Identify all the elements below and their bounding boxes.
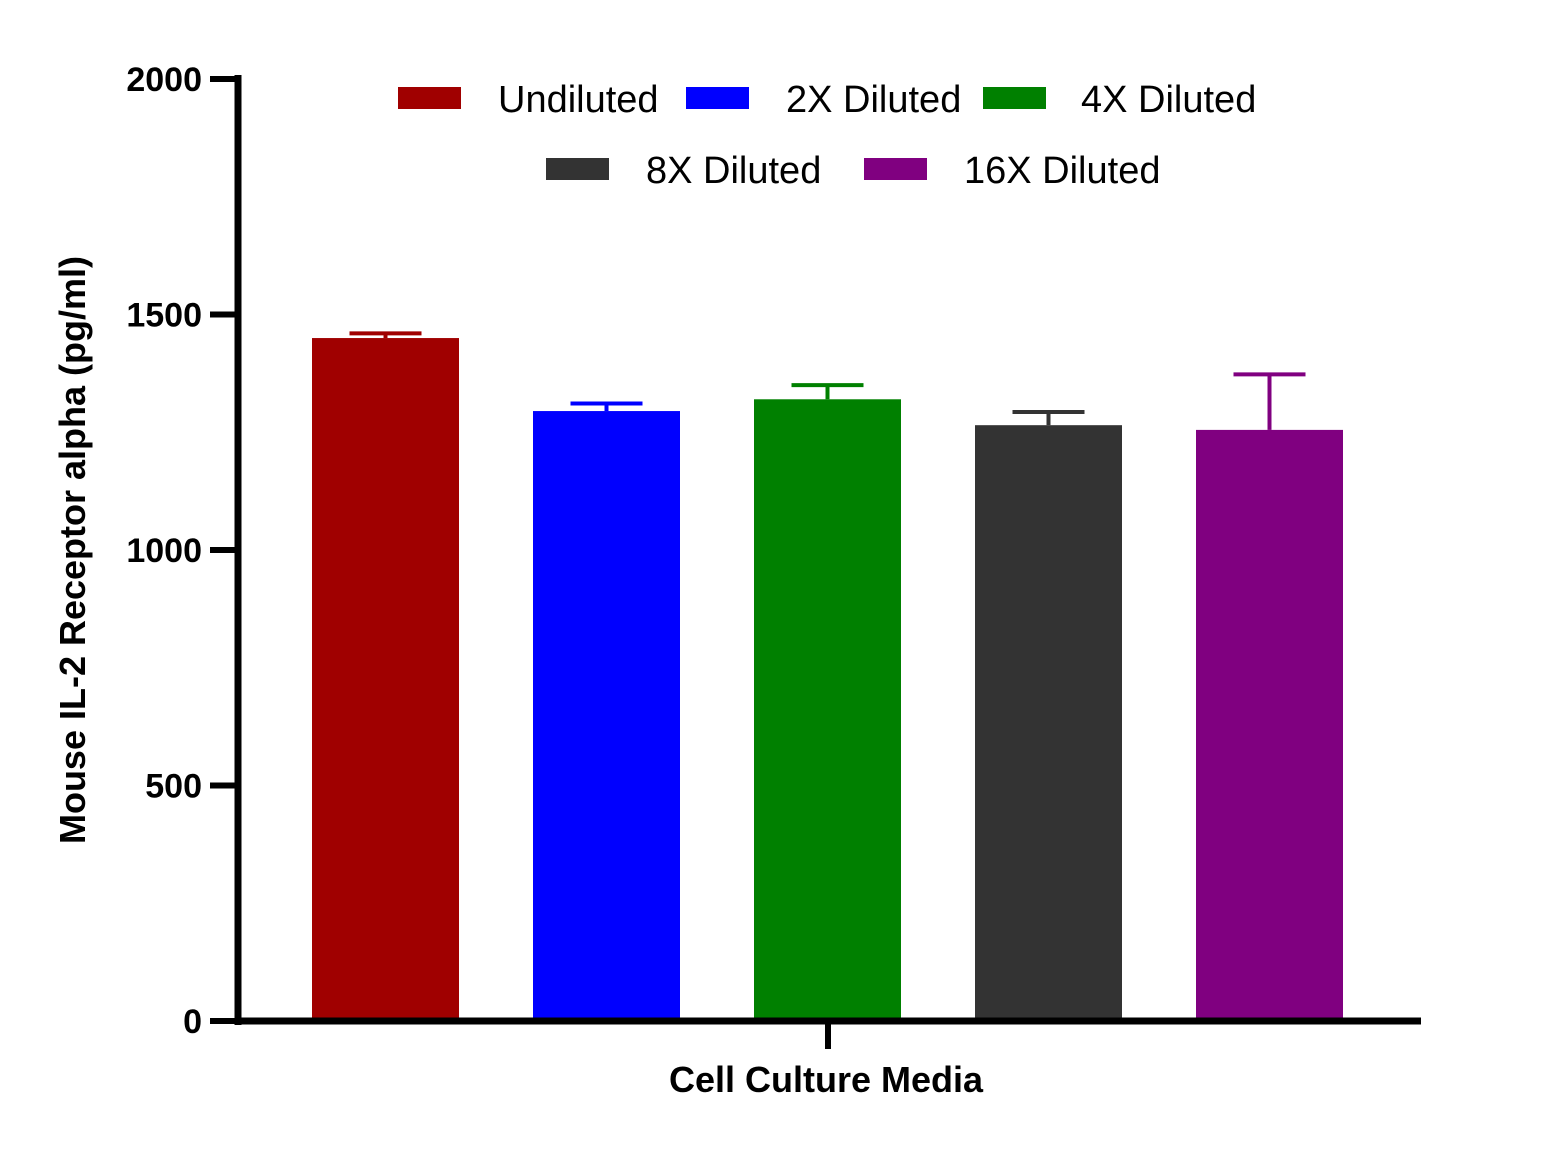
bar-2x-diluted — [533, 411, 680, 1021]
legend-swatch — [398, 87, 461, 109]
y-tick-label: 500 — [145, 768, 202, 806]
x-axis-title: Cell Culture Media — [669, 1059, 984, 1100]
bar-4x-diluted — [754, 399, 901, 1021]
legend-label: Undiluted — [498, 79, 659, 121]
legend-swatch — [686, 87, 749, 109]
legend-swatch — [546, 158, 609, 180]
bar-8x-diluted — [975, 425, 1122, 1021]
legend-label: 16X Diluted — [964, 150, 1160, 192]
legend-label: 8X Diluted — [646, 150, 821, 192]
bar-undiluted — [312, 338, 459, 1021]
y-tick-label: 1500 — [126, 297, 202, 335]
y-axis-title: Mouse IL-2 Receptor alpha (pg/ml) — [52, 256, 93, 844]
y-axis: 0 500 1000 1500 2000 — [126, 61, 242, 1041]
bars — [312, 331, 1343, 1021]
legend-label: 2X Diluted — [786, 79, 961, 121]
legend-swatch — [864, 158, 927, 180]
x-axis — [235, 1017, 1421, 1049]
y-tick-label: 0 — [183, 1003, 202, 1041]
legend: Undiluted 2X Diluted 4X Diluted 8X Diluted 1… — [398, 79, 1256, 192]
legend-label: 4X Diluted — [1081, 79, 1256, 121]
y-tick-label: 1000 — [126, 532, 202, 570]
bar-16x-diluted — [1196, 429, 1343, 1021]
legend-swatch — [983, 87, 1046, 109]
y-tick-label: 2000 — [126, 61, 202, 99]
